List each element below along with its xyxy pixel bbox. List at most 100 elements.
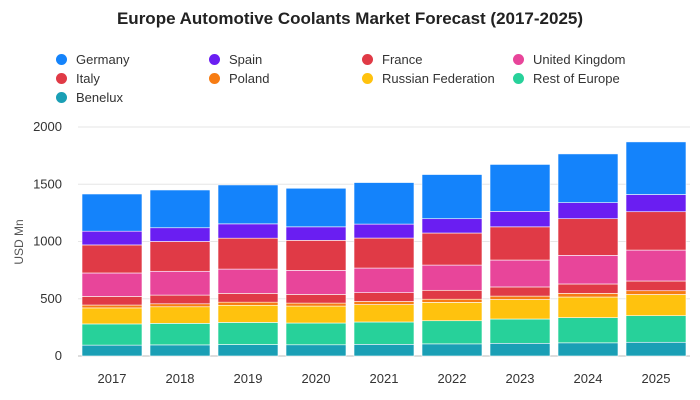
bar-segment-poland-2019[interactable] (217, 301, 279, 306)
bar-segment-germany-2024[interactable] (557, 153, 619, 203)
y-axis-label: USD Mn (12, 219, 26, 264)
bar-segment-russian-federation-2024[interactable] (557, 296, 619, 318)
bar-segment-russian-federation-2020[interactable] (285, 305, 347, 324)
bar-segment-france-2021[interactable] (353, 237, 415, 269)
bar-segment-rest-of-europe-2021[interactable] (353, 321, 415, 345)
bar-segment-poland-2021[interactable] (353, 301, 415, 305)
bar-segment-russian-federation-2019[interactable] (217, 304, 279, 323)
x-tick-label: 2018 (166, 371, 195, 386)
bar-segment-germany-2017[interactable] (81, 193, 143, 232)
bar-segment-united-kingdom-2019[interactable] (217, 268, 279, 294)
legend-item-spain[interactable]: Spain (209, 52, 262, 67)
legend-item-rest-of-europe[interactable]: Rest of Europe (513, 71, 620, 86)
bar-segment-spain-2017[interactable] (81, 230, 143, 246)
bar-segment-poland-2025[interactable] (625, 290, 687, 295)
bar-segment-spain-2023[interactable] (489, 211, 551, 228)
bar-segment-italy-2024[interactable] (557, 283, 619, 294)
bar-segment-france-2022[interactable] (421, 232, 483, 266)
bar-segment-germany-2018[interactable] (149, 189, 211, 229)
bar-segment-russian-federation-2021[interactable] (353, 304, 415, 323)
bar-segment-rest-of-europe-2019[interactable] (217, 322, 279, 345)
bar-segment-italy-2021[interactable] (353, 292, 415, 302)
bar-segment-spain-2022[interactable] (421, 218, 483, 234)
bar-segment-united-kingdom-2020[interactable] (285, 270, 347, 295)
bar-segment-france-2023[interactable] (489, 226, 551, 261)
bar-segment-germany-2023[interactable] (489, 164, 551, 212)
bar-segment-united-kingdom-2025[interactable] (625, 249, 687, 282)
x-tick-label: 2020 (302, 371, 331, 386)
bar-segment-italy-2023[interactable] (489, 286, 551, 297)
bar-segment-united-kingdom-2022[interactable] (421, 264, 483, 291)
bar-segment-france-2025[interactable] (625, 211, 687, 251)
bar-segment-rest-of-europe-2018[interactable] (149, 323, 211, 346)
bar-segment-france-2017[interactable] (81, 244, 143, 274)
bar-segment-benelux-2023[interactable] (489, 342, 551, 357)
bar-segment-france-2019[interactable] (217, 237, 279, 270)
bar-segment-spain-2021[interactable] (353, 223, 415, 239)
legend-item-united-kingdom[interactable]: United Kingdom (513, 52, 626, 67)
legend-swatch-poland (209, 73, 220, 84)
legend-item-poland[interactable]: Poland (209, 71, 269, 86)
bar-segment-spain-2019[interactable] (217, 223, 279, 239)
bar-segment-poland-2024[interactable] (557, 293, 619, 298)
bar-segment-russian-federation-2022[interactable] (421, 302, 483, 322)
bar-segment-rest-of-europe-2024[interactable] (557, 317, 619, 344)
legend-swatch-italy (56, 73, 67, 84)
x-tick-label: 2019 (234, 371, 263, 386)
bar-segment-russian-federation-2017[interactable] (81, 307, 143, 325)
bar-segment-poland-2018[interactable] (149, 303, 211, 308)
bar-segment-united-kingdom-2023[interactable] (489, 259, 551, 288)
bar-segment-germany-2021[interactable] (353, 182, 415, 225)
bar-segment-benelux-2017[interactable] (81, 344, 143, 357)
legend-item-russian-federation[interactable]: Russian Federation (362, 71, 495, 86)
bar-segment-russian-federation-2025[interactable] (625, 294, 687, 316)
bar-segment-united-kingdom-2017[interactable] (81, 272, 143, 297)
bar-segment-france-2020[interactable] (285, 240, 347, 271)
bar-segment-benelux-2025[interactable] (625, 341, 687, 357)
bar-segment-united-kingdom-2018[interactable] (149, 270, 211, 296)
bar-segment-germany-2022[interactable] (421, 174, 483, 220)
bar-segment-germany-2020[interactable] (285, 187, 347, 228)
bar-segment-benelux-2022[interactable] (421, 343, 483, 357)
bar-segment-rest-of-europe-2017[interactable] (81, 323, 143, 346)
bar-segment-rest-of-europe-2023[interactable] (489, 318, 551, 344)
legend-swatch-russian-federation (362, 73, 373, 84)
bar-segment-benelux-2024[interactable] (557, 342, 619, 357)
bar-segment-spain-2024[interactable] (557, 202, 619, 220)
bar-segment-spain-2020[interactable] (285, 226, 347, 241)
bar-segment-benelux-2020[interactable] (285, 344, 347, 357)
bar-segment-italy-2019[interactable] (217, 293, 279, 303)
bar-segment-rest-of-europe-2020[interactable] (285, 322, 347, 346)
bar-segment-spain-2018[interactable] (149, 227, 211, 242)
bar-segment-united-kingdom-2021[interactable] (353, 267, 415, 293)
bar-segment-spain-2025[interactable] (625, 194, 687, 213)
bar-segment-poland-2023[interactable] (489, 295, 551, 300)
x-tick-label: 2023 (506, 371, 535, 386)
bar-segment-italy-2017[interactable] (81, 296, 143, 306)
legend-item-france[interactable]: France (362, 52, 422, 67)
bar-segment-rest-of-europe-2025[interactable] (625, 315, 687, 343)
bar-segment-poland-2017[interactable] (81, 304, 143, 309)
bar-segment-russian-federation-2023[interactable] (489, 299, 551, 320)
bar-segment-france-2024[interactable] (557, 218, 619, 256)
legend-item-italy[interactable]: Italy (56, 71, 100, 86)
bar-segment-italy-2018[interactable] (149, 294, 211, 305)
x-tick-label: 2024 (574, 371, 603, 386)
bar-segment-poland-2020[interactable] (285, 302, 347, 307)
bar-segment-germany-2025[interactable] (625, 141, 687, 195)
bar-segment-russian-federation-2018[interactable] (149, 306, 211, 324)
legend-item-benelux[interactable]: Benelux (56, 90, 123, 105)
legend-label-russian-federation: Russian Federation (382, 71, 495, 86)
bar-segment-rest-of-europe-2022[interactable] (421, 320, 483, 345)
bar-segment-italy-2025[interactable] (625, 280, 687, 292)
bar-segment-united-kingdom-2024[interactable] (557, 255, 619, 285)
bar-segment-benelux-2021[interactable] (353, 344, 415, 357)
bar-segment-italy-2020[interactable] (285, 294, 347, 304)
bar-segment-benelux-2018[interactable] (149, 344, 211, 357)
bar-segment-germany-2019[interactable] (217, 184, 279, 225)
legend-item-germany[interactable]: Germany (56, 52, 129, 67)
bar-segment-france-2018[interactable] (149, 241, 211, 272)
bar-segment-poland-2022[interactable] (421, 298, 483, 303)
bar-segment-benelux-2019[interactable] (217, 344, 279, 357)
bar-segment-italy-2022[interactable] (421, 289, 483, 300)
